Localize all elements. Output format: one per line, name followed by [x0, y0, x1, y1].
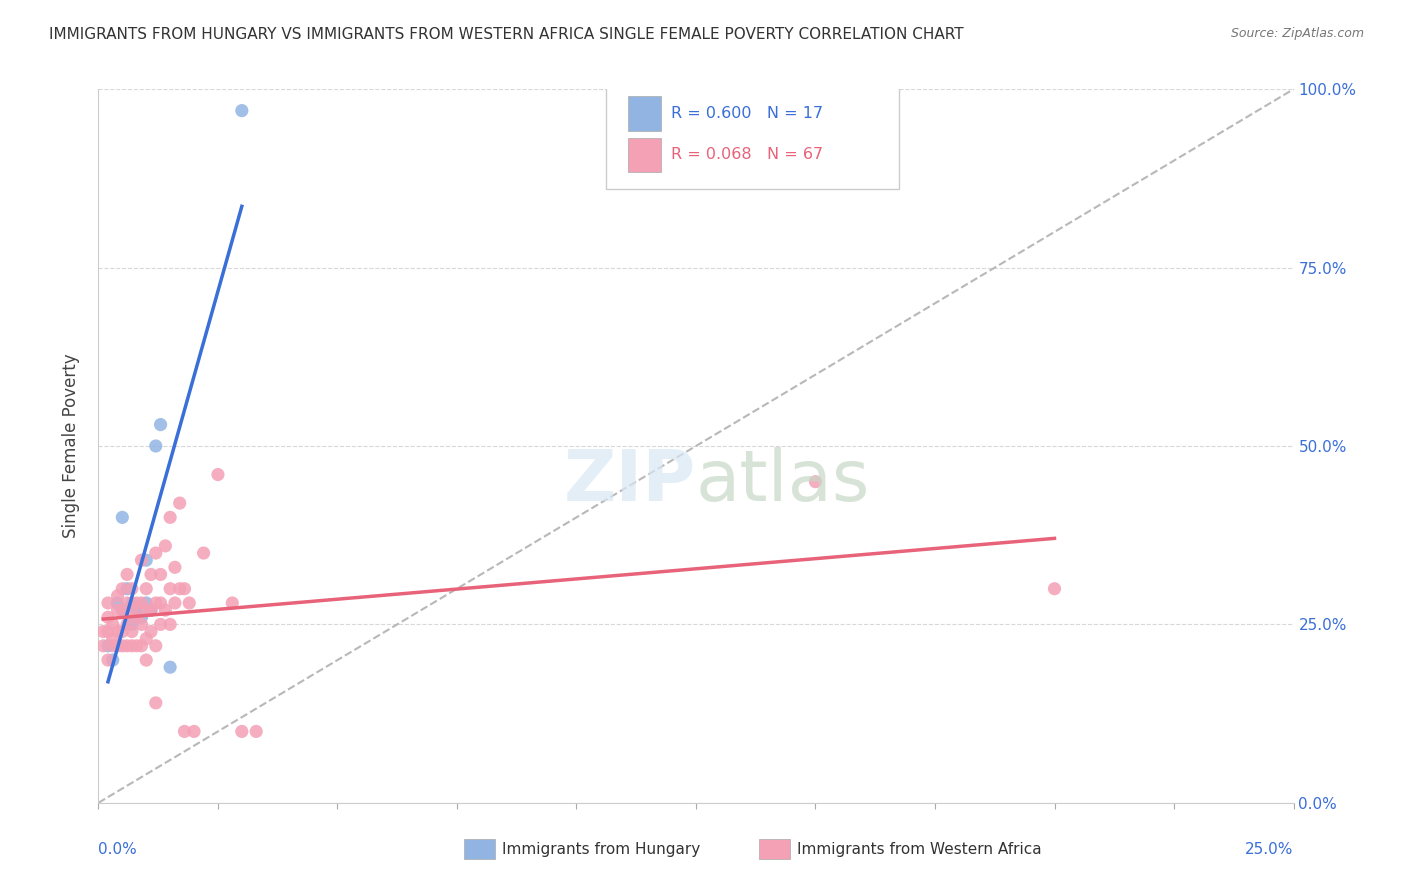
Text: Immigrants from Western Africa: Immigrants from Western Africa — [797, 842, 1042, 856]
Point — [121, 617, 143, 632]
Point — [159, 510, 181, 524]
Text: ZIP: ZIP — [564, 447, 696, 516]
Point — [121, 639, 143, 653]
Point — [135, 603, 157, 617]
Point — [155, 603, 177, 617]
Point — [115, 582, 138, 596]
Point — [149, 617, 172, 632]
Point — [149, 596, 172, 610]
Point — [107, 639, 129, 653]
Point — [107, 624, 129, 639]
Bar — [628, 96, 661, 130]
Point — [159, 660, 181, 674]
Text: Immigrants from Hungary: Immigrants from Hungary — [502, 842, 700, 856]
Point — [107, 596, 129, 610]
Point — [111, 639, 134, 653]
Point — [101, 632, 124, 646]
Point — [111, 582, 134, 596]
Point — [125, 610, 148, 624]
Point — [135, 632, 157, 646]
Bar — [628, 137, 661, 172]
Point — [159, 617, 181, 632]
Point — [173, 582, 195, 596]
Point — [111, 603, 134, 617]
Point — [121, 624, 143, 639]
Point — [149, 417, 172, 432]
Point — [107, 589, 129, 603]
FancyBboxPatch shape — [606, 78, 900, 189]
Point — [97, 653, 120, 667]
Point — [245, 724, 267, 739]
Point — [139, 603, 162, 617]
Point — [115, 639, 138, 653]
Point — [163, 596, 186, 610]
Point — [145, 546, 167, 560]
Point — [121, 603, 143, 617]
Point — [115, 596, 138, 610]
Point — [179, 596, 201, 610]
Point — [135, 653, 157, 667]
Point — [145, 439, 167, 453]
Point — [101, 653, 124, 667]
Point — [131, 553, 153, 567]
Text: Source: ZipAtlas.com: Source: ZipAtlas.com — [1230, 27, 1364, 40]
Text: IMMIGRANTS FROM HUNGARY VS IMMIGRANTS FROM WESTERN AFRICA SINGLE FEMALE POVERTY : IMMIGRANTS FROM HUNGARY VS IMMIGRANTS FR… — [49, 27, 965, 42]
Point — [97, 624, 120, 639]
Point — [125, 603, 148, 617]
Point — [97, 596, 120, 610]
Point — [145, 596, 167, 610]
Point — [101, 639, 124, 653]
Text: atlas: atlas — [696, 447, 870, 516]
Point — [149, 567, 172, 582]
Point — [101, 617, 124, 632]
Point — [804, 475, 827, 489]
Point — [111, 603, 134, 617]
Text: R = 0.600   N = 17: R = 0.600 N = 17 — [671, 106, 823, 121]
Text: 25.0%: 25.0% — [1246, 842, 1294, 857]
Point — [221, 596, 243, 610]
Point — [121, 582, 143, 596]
Point — [155, 539, 177, 553]
Point — [131, 596, 153, 610]
Point — [97, 639, 120, 653]
Point — [107, 603, 129, 617]
Point — [125, 596, 148, 610]
Point — [131, 617, 153, 632]
Point — [1043, 582, 1066, 596]
Point — [145, 639, 167, 653]
Point — [231, 724, 253, 739]
Point — [169, 496, 191, 510]
Point — [135, 553, 157, 567]
Point — [97, 610, 120, 624]
Point — [91, 639, 114, 653]
Text: R = 0.068   N = 67: R = 0.068 N = 67 — [671, 147, 823, 162]
Point — [91, 624, 114, 639]
Y-axis label: Single Female Poverty: Single Female Poverty — [62, 354, 80, 538]
Point — [231, 103, 253, 118]
Point — [131, 610, 153, 624]
Point — [111, 510, 134, 524]
Point — [135, 596, 157, 610]
Point — [115, 567, 138, 582]
Point — [173, 724, 195, 739]
Point — [183, 724, 205, 739]
Point — [169, 582, 191, 596]
Point — [193, 546, 215, 560]
Point — [139, 603, 162, 617]
Point — [115, 617, 138, 632]
Point — [139, 567, 162, 582]
Point — [111, 624, 134, 639]
Point — [159, 582, 181, 596]
Point — [125, 639, 148, 653]
Point — [135, 582, 157, 596]
Point — [121, 596, 143, 610]
Point — [139, 624, 162, 639]
Text: 0.0%: 0.0% — [98, 842, 138, 857]
Point — [131, 639, 153, 653]
Point — [145, 696, 167, 710]
Point — [163, 560, 186, 574]
Point — [207, 467, 229, 482]
